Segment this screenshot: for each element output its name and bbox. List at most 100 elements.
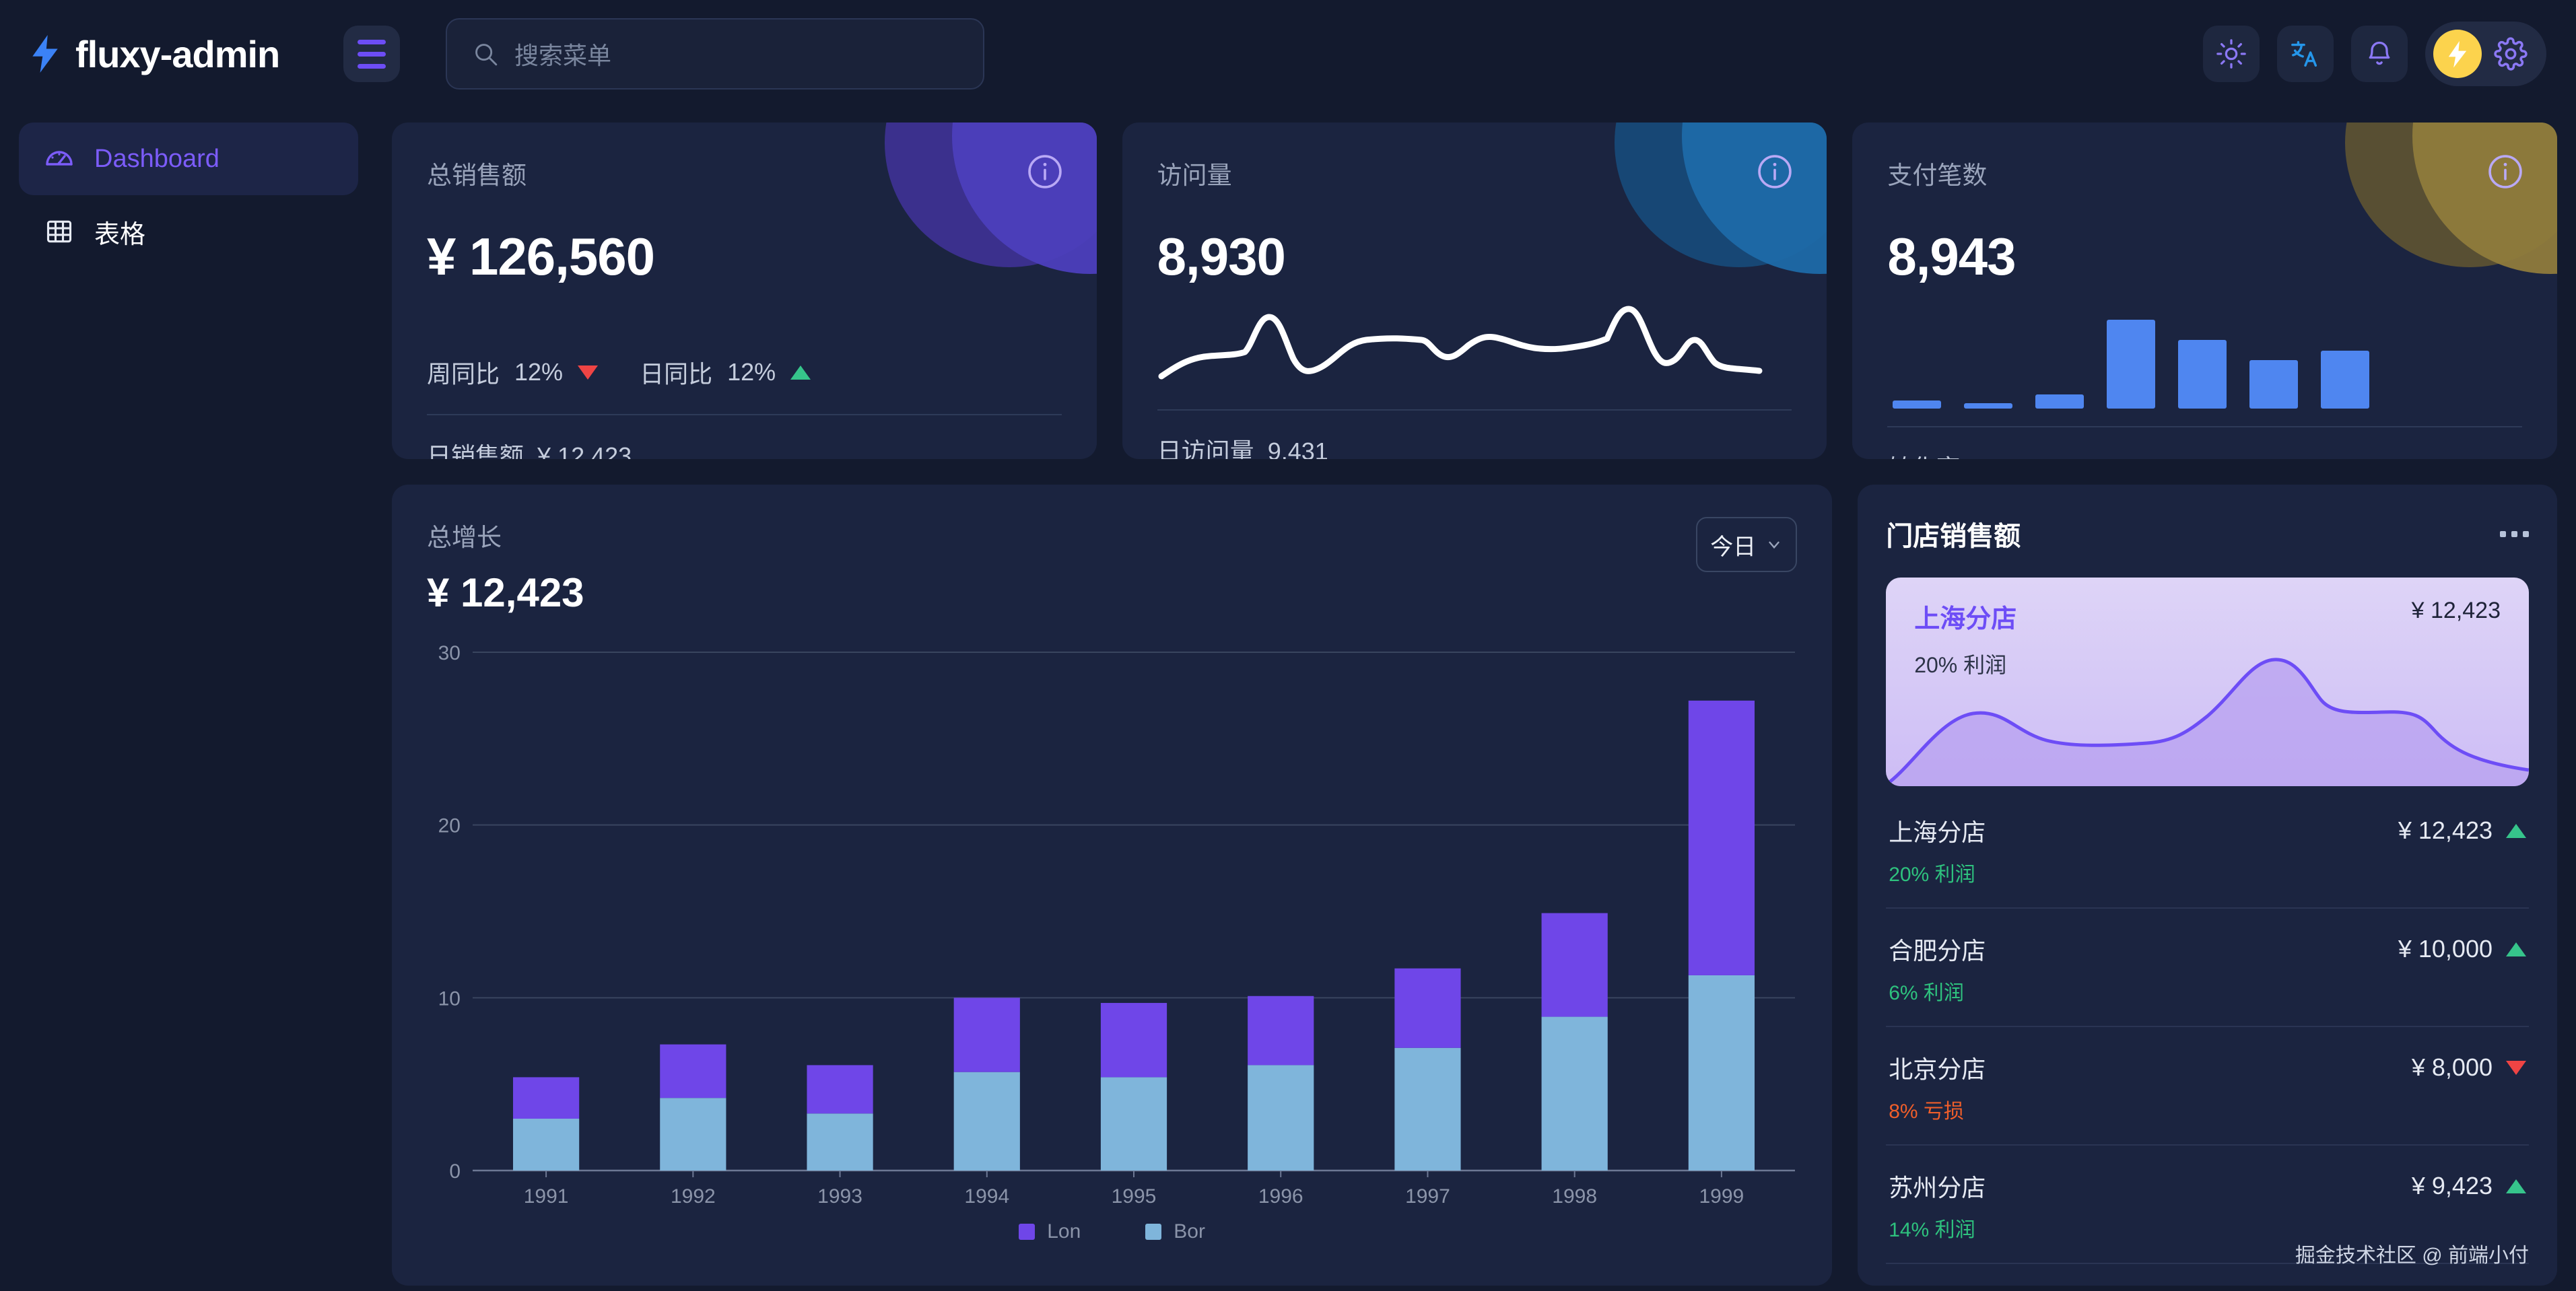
- chart-bar-segment: [660, 1098, 726, 1171]
- store-list: 上海分店 ¥ 12,423 20% 利润 合肥分店 ¥ 10,000: [1886, 790, 2529, 1286]
- legend-item-bor[interactable]: Bor: [1145, 1220, 1205, 1243]
- store-highlight-card[interactable]: 上海分店 ¥ 12,423 20% 利润: [1886, 578, 2529, 786]
- svg-text:30: 30: [438, 642, 461, 664]
- trend-value: 12%: [514, 358, 564, 386]
- bar: [2178, 340, 2227, 409]
- list-item[interactable]: 苏州分店 ¥ 9,423 14% 利润: [1886, 1146, 2529, 1264]
- card-footer-label: 日销售额: [427, 442, 524, 459]
- payments-bar-chart: [1887, 308, 2522, 409]
- stacked-bar-chart: 0 10 20 30 1991 1992 1993 1994 1995 1996 1997 1998 1…: [427, 635, 1797, 1214]
- chart-bar-segment: [1248, 1065, 1314, 1171]
- language-switch-button[interactable]: [2277, 26, 2334, 82]
- info-icon[interactable]: [2486, 152, 2525, 191]
- svg-text:20: 20: [438, 815, 461, 837]
- sidebar-item-dashboard[interactable]: Dashboard: [19, 123, 358, 195]
- divider: [427, 414, 1062, 415]
- store-amount: ¥ 10,000: [2398, 935, 2493, 963]
- chart-bar-segment: [1688, 975, 1755, 1171]
- lightning-bolt-icon: [2448, 40, 2467, 68]
- info-icon[interactable]: [1755, 152, 1794, 191]
- chart-x-tick-label: 1996: [1258, 1185, 1303, 1208]
- dashboard-gauge-icon: [43, 143, 75, 175]
- period-select[interactable]: 今日: [1696, 517, 1798, 572]
- list-item[interactable]: 北京分店 ¥ 8,000 8% 亏损: [1886, 1027, 2529, 1146]
- sidebar-item-table[interactable]: 表格: [19, 195, 358, 268]
- card-footer: 转化率 2,421: [1887, 449, 2522, 459]
- legend-label: Lon: [1047, 1220, 1081, 1243]
- chart-legend: Lon Bor: [427, 1220, 1797, 1243]
- bar: [2321, 351, 2370, 409]
- stat-card-visits[interactable]: 访问量 8,930 日访问量 9,431: [1122, 123, 1827, 459]
- sidebar: Dashboard 表格: [0, 108, 377, 1291]
- brand-logo[interactable]: fluxy-admin: [0, 32, 343, 76]
- store-amount: ¥ 8,000: [2411, 1053, 2493, 1081]
- chart-bar-segment: [953, 1072, 1020, 1171]
- table-grid-icon: [43, 215, 75, 248]
- chart-x-tick-label: 1997: [1405, 1185, 1450, 1208]
- chart-bar-segment: [1100, 1077, 1167, 1171]
- search-input[interactable]: 搜索菜单: [446, 18, 984, 90]
- chart-bar-segment: [807, 1113, 873, 1171]
- chart-bar-segment: [1688, 700, 1755, 975]
- chart-bar-segment: [953, 998, 1020, 1072]
- list-item[interactable]: 合肥分店 ¥ 10,000 6% 利润: [1886, 909, 2529, 1027]
- store-sub: 6% 利润: [1889, 982, 1964, 1004]
- stat-card-payments[interactable]: 支付笔数 8,943 转化率 2,421: [1852, 123, 2558, 459]
- arrow-down-icon: [2506, 1060, 2526, 1075]
- sidebar-item-label: 表格: [94, 220, 146, 249]
- chart-x-tick-label: 1991: [524, 1185, 569, 1208]
- card-value: 8,930: [1157, 227, 1286, 286]
- chart-bar-segment: [513, 1119, 580, 1171]
- info-icon[interactable]: [1025, 152, 1064, 191]
- stat-card-total-sales[interactable]: 总销售额 ¥ 126,560 周同比 12% 日同比 12% 日销售额 ¥ 12…: [392, 123, 1097, 459]
- store-highlight-name: 上海分店: [1914, 605, 2017, 633]
- header-actions: [2203, 22, 2576, 86]
- card-footer: 日访问量 9,431: [1157, 432, 1792, 459]
- card-footer-value: 9,431: [1267, 438, 1328, 459]
- avatar: [2433, 30, 2482, 78]
- sun-icon: [2216, 39, 2246, 69]
- store-sub: 8% 亏损: [1889, 1101, 1964, 1123]
- notifications-button[interactable]: [2351, 26, 2408, 82]
- arrow-down-icon: [578, 365, 599, 380]
- list-item[interactable]: 上海分店 ¥ 12,423 20% 利润: [1886, 790, 2529, 909]
- gear-icon[interactable]: [2494, 37, 2528, 71]
- main-content: 总销售额 ¥ 126,560 周同比 12% 日同比 12% 日销售额 ¥ 12…: [377, 108, 2576, 1291]
- svg-text:0: 0: [449, 1160, 461, 1183]
- bar: [2249, 360, 2299, 409]
- growth-header: 总增长 ¥ 12,423 今日: [427, 517, 1798, 616]
- store-panel-header: 门店销售额: [1886, 514, 2529, 553]
- card-footer-label: 转化率: [1887, 454, 1960, 459]
- trend-label: 日同比: [640, 360, 713, 388]
- theme-toggle-button[interactable]: [2203, 26, 2260, 82]
- search-icon: [475, 44, 498, 66]
- store-highlight-top: 上海分店 ¥ 12,423: [1886, 578, 2529, 635]
- hamburger-menu-icon[interactable]: [343, 26, 400, 82]
- chart-x-tick-label: 1998: [1552, 1185, 1597, 1208]
- legend-item-lon[interactable]: Lon: [1019, 1220, 1081, 1243]
- user-menu[interactable]: [2425, 22, 2546, 86]
- card-value: ¥ 126,560: [427, 227, 655, 286]
- store-sub: 20% 利润: [1889, 864, 1975, 886]
- growth-label: 总增长: [427, 524, 502, 551]
- growth-value: ¥ 12,423: [427, 570, 584, 615]
- arrow-up-icon: [2506, 1179, 2526, 1193]
- more-horizontal-icon[interactable]: [2500, 530, 2529, 537]
- store-sub: 14% 利润: [1889, 1219, 1975, 1241]
- bell-icon: [2369, 41, 2390, 65]
- arrow-up-icon: [790, 365, 811, 380]
- arrow-up-icon: [2506, 823, 2526, 838]
- legend-swatch: [1145, 1224, 1162, 1240]
- store-highlight-sub: 20% 利润: [1914, 653, 2007, 677]
- growth-chart-card: 总增长 ¥ 12,423 今日 0 10 20 30 1991 1992 1993 1994 1…: [392, 485, 1833, 1286]
- store-panel-title: 门店销售额: [1886, 522, 2021, 551]
- card-label: 支付笔数: [1887, 162, 1988, 189]
- bottom-row: 总增长 ¥ 12,423 今日 0 10 20 30 1991 1992 1993 1994 1…: [392, 485, 2557, 1286]
- arrow-up-icon: [2506, 942, 2526, 956]
- brand-name: fluxy-admin: [75, 32, 280, 75]
- chart-bar-segment: [660, 1044, 726, 1098]
- chevron-down-icon: [1769, 541, 1780, 549]
- store-highlight-amount: ¥ 12,423: [2411, 598, 2501, 623]
- store-name: 北京分店: [1889, 1055, 1986, 1083]
- store-name: 苏州分店: [1889, 1174, 1986, 1201]
